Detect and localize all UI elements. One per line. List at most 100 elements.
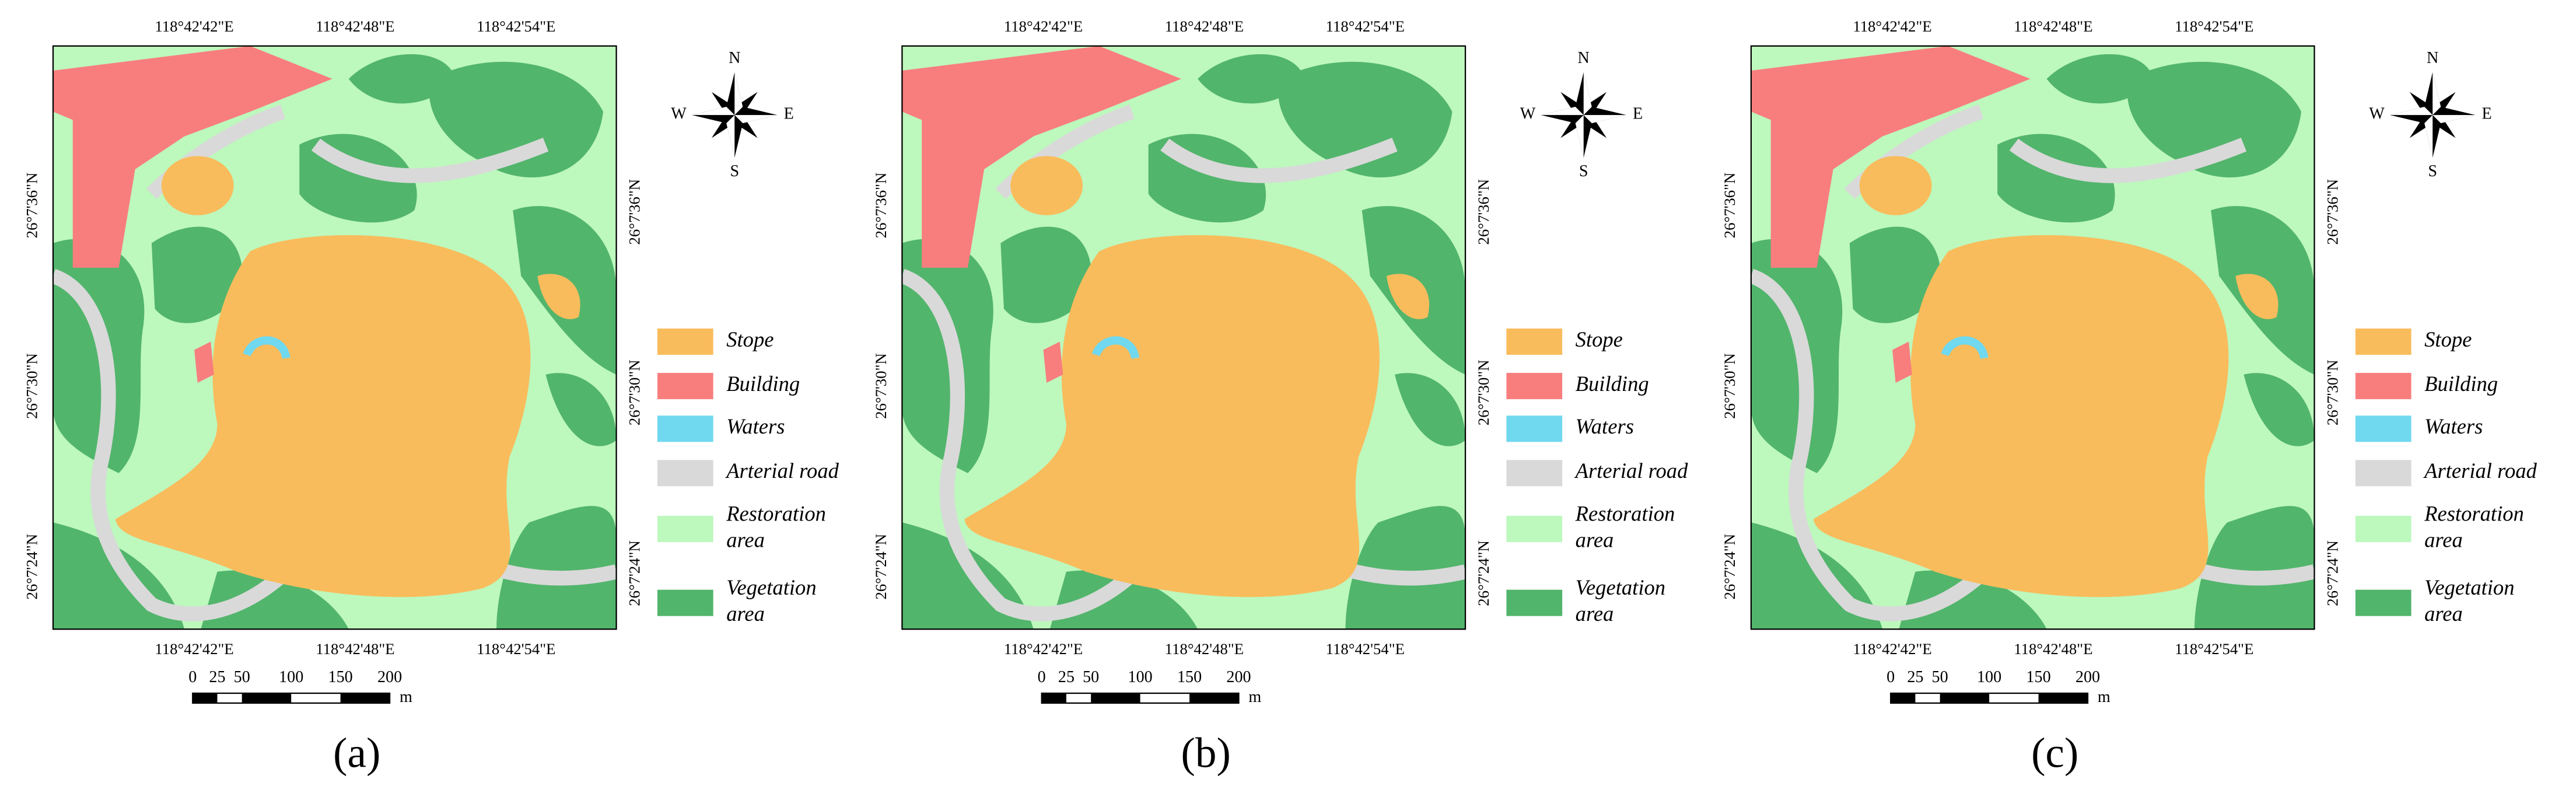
right-coord-label: 26°7'36"N bbox=[1475, 179, 1492, 245]
compass-e: E bbox=[1633, 105, 1643, 123]
compass-n: N bbox=[729, 49, 740, 67]
scale-unit: m bbox=[1248, 688, 1261, 706]
map bbox=[902, 46, 1466, 630]
right-coord-label: 26°7'30"N bbox=[626, 360, 643, 426]
building bbox=[902, 46, 1182, 268]
scale-label: 150 bbox=[1177, 668, 1202, 686]
compass-rose bbox=[711, 92, 758, 138]
left-coord-label: 26°7'30"N bbox=[1721, 353, 1738, 419]
panel-caption: (a) bbox=[333, 729, 380, 777]
left-coord-label: 26°7'24"N bbox=[872, 534, 890, 600]
legend-label: area bbox=[726, 602, 765, 626]
compass-n: N bbox=[2427, 49, 2438, 67]
legend-label: Building bbox=[726, 372, 800, 396]
legend-label: Stope bbox=[2424, 327, 2472, 351]
legend-swatch bbox=[2355, 329, 2412, 355]
building bbox=[1892, 341, 1912, 383]
map-frame bbox=[52, 45, 617, 630]
scale-label: 200 bbox=[1226, 668, 1251, 686]
scale-segment bbox=[1891, 693, 1916, 703]
vegetation-area bbox=[1198, 54, 1305, 104]
scale-segment bbox=[1091, 693, 1140, 703]
compass-w: W bbox=[2369, 105, 2385, 123]
arterial-road bbox=[311, 137, 549, 183]
legend-label: Vegetation bbox=[1576, 575, 1665, 599]
vegetation-area bbox=[1000, 226, 1092, 323]
scale-label: 50 bbox=[234, 668, 250, 686]
scale-label: 200 bbox=[377, 668, 402, 686]
map-panel: 118°42'42"E 118°42'42"E 118°42'48"E 118°42'… bbox=[872, 18, 1688, 777]
compass-s: S bbox=[1579, 162, 1588, 180]
bottom-coord-label: 118°42'48"E bbox=[2014, 640, 2092, 658]
legend-swatch bbox=[657, 329, 713, 355]
stope bbox=[161, 156, 234, 215]
legend-swatch bbox=[2355, 373, 2412, 400]
vegetation-area bbox=[201, 570, 349, 630]
top-coord-label: 118°42'48"E bbox=[1165, 18, 1244, 35]
waters bbox=[1941, 336, 1989, 359]
scale-label: 25 bbox=[1907, 668, 1923, 686]
legend-swatch bbox=[1506, 515, 1563, 543]
top-coord-label: 118°42'42"E bbox=[155, 18, 233, 35]
legend-label: area bbox=[1576, 602, 1614, 626]
waters bbox=[1091, 336, 1140, 359]
building bbox=[1043, 341, 1063, 383]
scale-unit: m bbox=[2098, 688, 2110, 706]
right-coord-label: 26°7'24"N bbox=[1475, 540, 1492, 606]
bottom-coord-label: 118°42'54"E bbox=[2175, 640, 2253, 658]
legend-label: Waters bbox=[1576, 414, 1634, 438]
stope bbox=[1813, 235, 2229, 598]
stope bbox=[2235, 274, 2278, 319]
left-coord-label: 26°7'36"N bbox=[1721, 173, 1738, 239]
scale-label: 100 bbox=[1128, 668, 1153, 686]
scale-segment bbox=[2038, 693, 2088, 703]
right-coord-label: 26°7'24"N bbox=[2323, 540, 2341, 606]
arterial-road bbox=[1160, 137, 1398, 183]
building bbox=[52, 46, 332, 268]
legend-label: Restoration bbox=[1575, 501, 1675, 525]
scale-label: 150 bbox=[2026, 668, 2050, 686]
compass-rose bbox=[692, 72, 778, 158]
legend-label: area bbox=[1576, 527, 1614, 551]
compass-w: W bbox=[1520, 105, 1536, 123]
legend-swatch bbox=[657, 460, 713, 487]
left-coord-label: 26°7'30"N bbox=[872, 353, 890, 419]
waters bbox=[243, 336, 290, 359]
scale-label: 25 bbox=[1058, 668, 1074, 686]
scale-label: 200 bbox=[2076, 668, 2100, 686]
left-coord-label: 26°7'24"N bbox=[1721, 534, 1738, 600]
vegetation-area bbox=[1345, 506, 1466, 630]
legend-label: Restoration bbox=[2424, 501, 2524, 525]
stope bbox=[537, 274, 580, 319]
legend-label: Vegetation bbox=[726, 575, 816, 599]
legend-label: Building bbox=[2424, 372, 2498, 396]
building bbox=[1751, 46, 2031, 268]
top-coord-label: 118°42'54"E bbox=[477, 18, 555, 35]
legend-swatch bbox=[2355, 515, 2412, 543]
legend-swatch bbox=[2355, 589, 2412, 616]
legend-swatch bbox=[1506, 329, 1563, 355]
scale-segment bbox=[340, 693, 390, 703]
bottom-coord-label: 118°42'48"E bbox=[316, 640, 394, 658]
legend-label: Building bbox=[1576, 372, 1649, 396]
right-coord-label: 26°7'30"N bbox=[1475, 360, 1492, 426]
compass-s: S bbox=[2428, 162, 2437, 180]
compass-s: S bbox=[730, 162, 739, 180]
vegetation-area bbox=[1278, 61, 1452, 178]
building bbox=[194, 341, 214, 383]
left-coord-label: 26°7'30"N bbox=[23, 353, 40, 419]
top-coord-label: 118°42'42"E bbox=[1004, 18, 1083, 35]
vegetation-area bbox=[429, 61, 604, 178]
legend-swatch bbox=[1506, 589, 1563, 616]
vegetation-area bbox=[1394, 373, 1466, 446]
vegetation-area bbox=[2194, 506, 2315, 630]
top-coord-label: 118°42'54"E bbox=[2175, 18, 2253, 35]
scale-label: 150 bbox=[328, 668, 353, 686]
scale-label: 100 bbox=[1977, 668, 2001, 686]
panel-caption: (c) bbox=[2031, 729, 2078, 777]
bottom-coord-label: 118°42'54"E bbox=[1326, 640, 1405, 658]
vegetation-area bbox=[1899, 570, 2047, 630]
map-frame bbox=[1750, 45, 2315, 630]
legend-swatch bbox=[1506, 415, 1563, 442]
